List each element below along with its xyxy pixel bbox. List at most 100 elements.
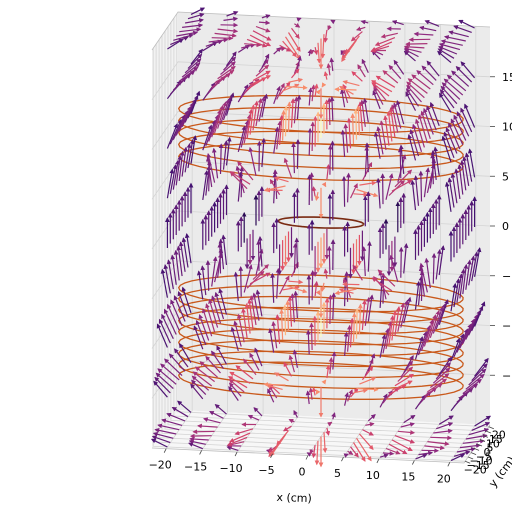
field-arrow	[373, 86, 384, 105]
field-arrow	[460, 107, 473, 133]
field-arrow	[353, 192, 369, 197]
field-arrow	[244, 42, 262, 48]
field-arrow	[365, 422, 375, 427]
field-arrow	[316, 42, 322, 64]
field-arrow	[222, 140, 229, 170]
field-arrow	[198, 313, 210, 341]
field-arrow	[237, 171, 244, 202]
field-arrow	[309, 449, 315, 455]
field-arrow	[249, 75, 271, 86]
field-arrow	[291, 27, 300, 39]
field-arrow	[421, 65, 437, 81]
field-arrow	[177, 291, 189, 318]
field-arrow	[436, 422, 454, 430]
field-arrow	[170, 254, 177, 285]
field-arrow	[418, 170, 424, 202]
field-arrow	[397, 302, 406, 332]
y-tick	[467, 456, 474, 460]
field-arrow	[226, 10, 239, 17]
field-arrow	[230, 326, 239, 352]
field-arrow	[226, 51, 237, 67]
field-arrow	[359, 180, 377, 186]
field-arrow	[181, 62, 201, 78]
field-arrow	[443, 35, 466, 42]
field-arrow	[279, 81, 291, 96]
field-arrow	[388, 384, 407, 396]
field-arrow	[252, 100, 259, 131]
field-arrow	[150, 438, 168, 448]
y-tick	[488, 426, 494, 430]
field-arrow	[407, 133, 417, 161]
x-tick	[199, 450, 202, 455]
field-arrow	[178, 241, 186, 272]
field-arrow	[246, 270, 265, 289]
field-arrow	[218, 143, 224, 175]
field-arrow	[161, 313, 174, 340]
coil-turn	[177, 284, 464, 324]
field-arrow	[407, 78, 428, 94]
field-arrow	[240, 119, 250, 148]
field-arrow	[166, 303, 180, 331]
field-arrow	[263, 185, 286, 193]
field-arrow	[279, 275, 290, 295]
field-arrow	[157, 423, 180, 431]
field-arrow	[349, 183, 358, 199]
field-arrow	[409, 129, 420, 157]
x-tick	[305, 455, 309, 460]
y-tick-label: −15	[467, 459, 490, 472]
field-arrow	[321, 379, 327, 385]
field-arrow	[220, 61, 236, 75]
field-arrow	[354, 307, 360, 339]
x-tick	[341, 457, 344, 462]
field-arrow	[291, 142, 296, 174]
grid-line-y	[170, 22, 483, 436]
field-arrow	[323, 29, 329, 43]
field-arrow	[441, 135, 452, 163]
field-arrow	[396, 99, 405, 125]
field-arrow	[166, 259, 174, 290]
field-arrow	[282, 304, 288, 336]
field-arrow	[191, 375, 210, 391]
field-arrow	[293, 409, 298, 418]
field-arrow	[202, 417, 221, 424]
field-arrow	[214, 32, 237, 38]
field-arrow	[228, 382, 242, 397]
field-arrow	[435, 362, 451, 380]
grid-lines	[151, 11, 491, 464]
field-arrow	[474, 247, 482, 277]
field-arrow	[406, 81, 425, 99]
z-tick-label: 10	[502, 121, 512, 134]
z-tick-label: −10	[502, 320, 512, 333]
field-arrow	[361, 58, 369, 73]
field-arrow	[283, 105, 289, 137]
field-arrow	[403, 296, 412, 324]
y-tick	[470, 452, 477, 456]
field-arrow	[394, 373, 415, 387]
field-arrow	[175, 70, 196, 87]
field-arrow	[375, 177, 381, 209]
field-arrow	[218, 288, 228, 315]
field-arrow	[465, 314, 479, 340]
field-arrow	[155, 372, 174, 390]
field-arrow	[417, 330, 428, 356]
field-arrow	[460, 61, 476, 79]
coil-rings	[177, 94, 464, 400]
field-arrow	[353, 108, 359, 140]
field-arrow	[152, 431, 174, 439]
field-arrow	[293, 290, 299, 319]
x-tick-label: −15	[184, 460, 207, 473]
grid-line-x	[307, 19, 335, 456]
field-arrow	[429, 309, 441, 338]
field-arrow	[311, 386, 317, 396]
field-arrow	[290, 293, 295, 323]
field-arrow	[391, 179, 413, 192]
field-arrow	[453, 114, 467, 141]
field-arrow	[448, 30, 469, 38]
field-arrow	[305, 329, 311, 355]
field-arrow	[433, 146, 440, 176]
field-arrow	[330, 19, 336, 25]
field-arrow	[427, 441, 450, 447]
y-tick-label: 0	[484, 446, 491, 459]
grid-line-z	[151, 310, 491, 349]
field-arrow	[462, 156, 470, 186]
